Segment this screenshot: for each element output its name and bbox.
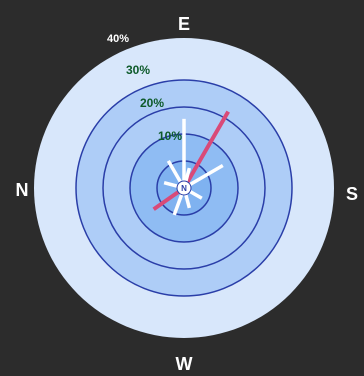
ray-9 (163, 180, 179, 189)
ring-label-40: 40% (107, 33, 129, 45)
ray-2 (188, 164, 224, 187)
ray-1 (185, 110, 230, 184)
ray-3 (172, 193, 184, 216)
ring-label-20: 20% (140, 96, 164, 110)
compass-label-bottom: W (176, 354, 193, 374)
compass-label-left: N (16, 180, 29, 200)
ring-label-10: 10% (158, 129, 182, 143)
ray-5 (166, 160, 183, 184)
rays-group (152, 110, 230, 216)
center-marker-label: N (181, 184, 187, 193)
compass-label-right: S (346, 184, 358, 204)
ray-6 (183, 167, 192, 183)
ray-8 (183, 193, 192, 209)
ray-7 (188, 189, 203, 200)
center-marker (176, 180, 192, 196)
compass-label-top: E (178, 14, 190, 34)
ray-4 (152, 189, 181, 211)
ring-label-30: 30% (126, 63, 150, 77)
